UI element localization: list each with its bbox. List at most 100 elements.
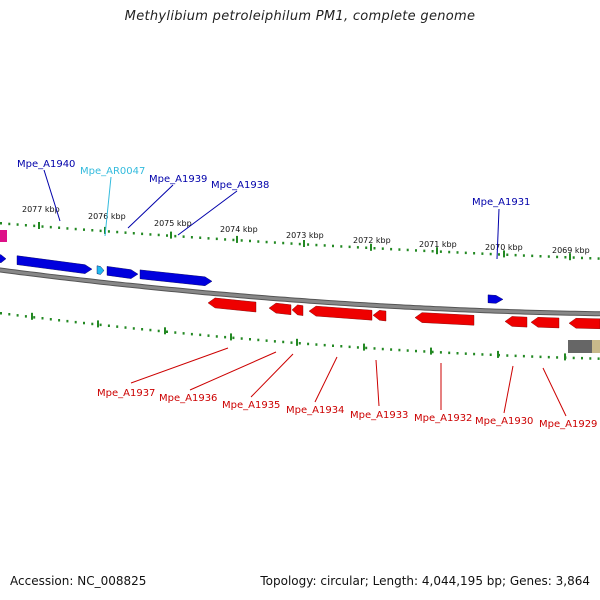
outer-minor-tick (207, 237, 210, 240)
outer-minor-tick (589, 257, 592, 260)
scale-label: 2074 kbp (220, 225, 258, 234)
inner-minor-tick (224, 335, 227, 339)
inner-minor-tick (514, 354, 517, 358)
gene-arrow-leftedge[interactable] (0, 253, 7, 263)
gene-label[interactable]: Mpe_A1934 (286, 405, 344, 416)
gene-arrow-mpe-a1931[interactable] (487, 294, 504, 304)
inner-minor-tick (547, 355, 550, 359)
gene-partial-magenta[interactable] (0, 230, 7, 242)
inner-major-tick (363, 343, 365, 351)
outer-minor-tick (124, 231, 127, 234)
inner-minor-tick (415, 349, 417, 353)
outer-minor-tick (390, 247, 393, 251)
gene-label[interactable]: Mpe_A1939 (149, 174, 207, 185)
outer-minor-tick (0, 222, 2, 225)
rna-arrow-mpe-ar0047[interactable] (96, 265, 105, 275)
inner-minor-tick (581, 356, 583, 360)
gene-arrow-mpe-a1932[interactable] (414, 312, 475, 326)
map-title: Methylibium petroleiphilum PM1, complete… (124, 9, 476, 24)
inner-minor-tick (340, 345, 343, 348)
gene-arrow-mpe-a1938[interactable] (139, 269, 213, 286)
inner-major-tick (164, 327, 166, 335)
gene-arrow-mpe-a1940[interactable] (16, 255, 93, 274)
gene-arrow-partial-right[interactable] (568, 318, 600, 330)
outer-minor-tick (456, 251, 459, 254)
inner-minor-tick (597, 357, 600, 360)
outer-minor-tick (572, 256, 575, 259)
scale-label: 2071 kbp (419, 240, 457, 249)
outer-minor-tick (522, 254, 525, 257)
leader-line (104, 176, 112, 237)
gene-label[interactable]: Mpe_A1932 (414, 413, 472, 424)
inner-major-tick (296, 338, 298, 346)
gene-label[interactable]: Mpe_A1936 (159, 393, 217, 404)
gene-arrow-mpe-a1930[interactable] (504, 316, 528, 328)
gene-label[interactable]: Mpe_AR0047 (80, 166, 145, 177)
outer-minor-tick (224, 238, 227, 241)
outer-minor-tick (174, 234, 177, 238)
inner-minor-tick (506, 354, 509, 357)
gene-label[interactable]: Mpe_A1938 (211, 180, 269, 191)
scale-label: 2070 kbp (485, 243, 523, 252)
scale-label: 2073 kbp (286, 231, 324, 240)
gene-label[interactable]: Mpe_A1931 (472, 197, 530, 208)
outer-minor-tick (381, 247, 384, 250)
inner-minor-tick (323, 343, 326, 347)
outer-minor-tick (564, 256, 567, 259)
gene-arrow-mpe-a1935[interactable] (291, 304, 304, 316)
inner-minor-tick (448, 351, 451, 355)
outer-minor-tick (332, 244, 334, 248)
leader-line (314, 356, 338, 403)
gene-arrow-mpe-a1934[interactable] (308, 305, 373, 321)
reverse-strand-features (207, 297, 600, 353)
feature-grey[interactable] (568, 340, 592, 353)
feature-tan[interactable] (592, 340, 600, 353)
gene-label[interactable]: Mpe_A1935 (222, 400, 280, 411)
inner-minor-tick (166, 330, 168, 333)
inner-minor-tick (207, 334, 210, 337)
leader-line (43, 169, 61, 222)
gene-label[interactable]: Mpe_A1940 (17, 159, 75, 170)
outer-major-tick (370, 243, 372, 251)
outer-minor-tick (473, 252, 476, 255)
outer-minor-tick (431, 250, 434, 253)
backbone-track (0, 267, 600, 317)
outer-major-tick (38, 222, 40, 229)
leader-line (496, 208, 500, 260)
inner-minor-tick (83, 321, 85, 325)
gene-arrow-mpe-a1929[interactable] (530, 317, 560, 329)
inner-minor-tick (473, 352, 476, 356)
inner-minor-tick (24, 315, 27, 318)
outer-minor-tick (107, 230, 110, 233)
inner-minor-tick (572, 356, 575, 360)
inner-minor-tick (199, 333, 202, 337)
inner-minor-tick (356, 346, 359, 349)
inner-minor-tick (556, 356, 559, 359)
outer-major-tick (569, 253, 571, 261)
inner-minor-tick (58, 319, 61, 322)
gene-arrow-mpe-a1937[interactable] (207, 297, 257, 313)
outer-minor-tick (506, 253, 509, 256)
gene-label[interactable]: Mpe_A1929 (539, 419, 597, 430)
leader-line (375, 359, 380, 407)
inner-minor-tick (124, 326, 127, 329)
gene-label[interactable]: Mpe_A1937 (97, 388, 155, 399)
gene-arrow-mpe-a1933[interactable] (372, 310, 387, 322)
outer-major-tick (170, 231, 172, 239)
accession-label: Accession: NC_008825 (10, 574, 147, 588)
inner-minor-tick (33, 316, 36, 319)
outer-minor-tick (58, 226, 61, 229)
gene-arrow-mpe-a1936[interactable] (268, 302, 292, 316)
gene-label[interactable]: Mpe_A1933 (350, 410, 408, 421)
gene-label[interactable]: Mpe_A1930 (475, 416, 533, 427)
outer-minor-tick (74, 227, 77, 231)
inner-minor-tick (215, 335, 218, 338)
outer-minor-tick (448, 250, 451, 254)
leader-line (127, 184, 174, 229)
outer-minor-tick (547, 255, 550, 258)
outer-minor-tick (307, 243, 310, 246)
gene-arrow-mpe-a1939[interactable] (106, 266, 139, 279)
scale-label: 2072 kbp (353, 236, 391, 245)
inner-minor-tick (398, 348, 401, 352)
